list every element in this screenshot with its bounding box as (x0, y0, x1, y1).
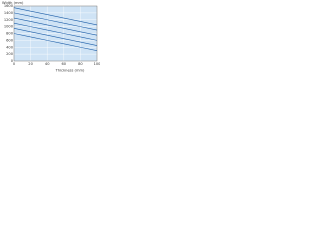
x-axis-label: Thickness (mm) (55, 69, 85, 73)
y-tick-label: 1000 (4, 25, 14, 29)
x-tick-label: 80 (78, 62, 83, 66)
x-tick-label: 0 (13, 62, 16, 66)
y-tick-label: 0 (11, 59, 14, 63)
y-tick-label: 1600 (4, 4, 14, 8)
y-axis-label: Width (mm) (2, 1, 24, 5)
y-tick-label: 600 (6, 38, 14, 42)
series-line (13, 28, 98, 46)
y-tick-label: 1400 (4, 11, 14, 15)
y-tick-label: 1200 (4, 18, 14, 22)
y-tick-label: 200 (6, 52, 14, 56)
y-tick-label: 800 (6, 32, 14, 36)
series-line (13, 17, 98, 36)
page: {"chart_data": {"type": "line", "y_label… (0, 0, 100, 73)
series-line (13, 33, 98, 51)
x-tick-label: 100 (94, 62, 100, 66)
chart: Width (mm) Thickness (mm) 0 200 400 600 800 1… (2, 1, 100, 73)
x-tick-label: 60 (62, 62, 67, 66)
x-tick-label: 40 (45, 62, 50, 66)
x-tick-label: 20 (28, 62, 33, 66)
series-line (13, 7, 98, 26)
series-line (13, 12, 98, 31)
series-line (13, 22, 98, 41)
y-tick-label: 400 (6, 45, 14, 49)
